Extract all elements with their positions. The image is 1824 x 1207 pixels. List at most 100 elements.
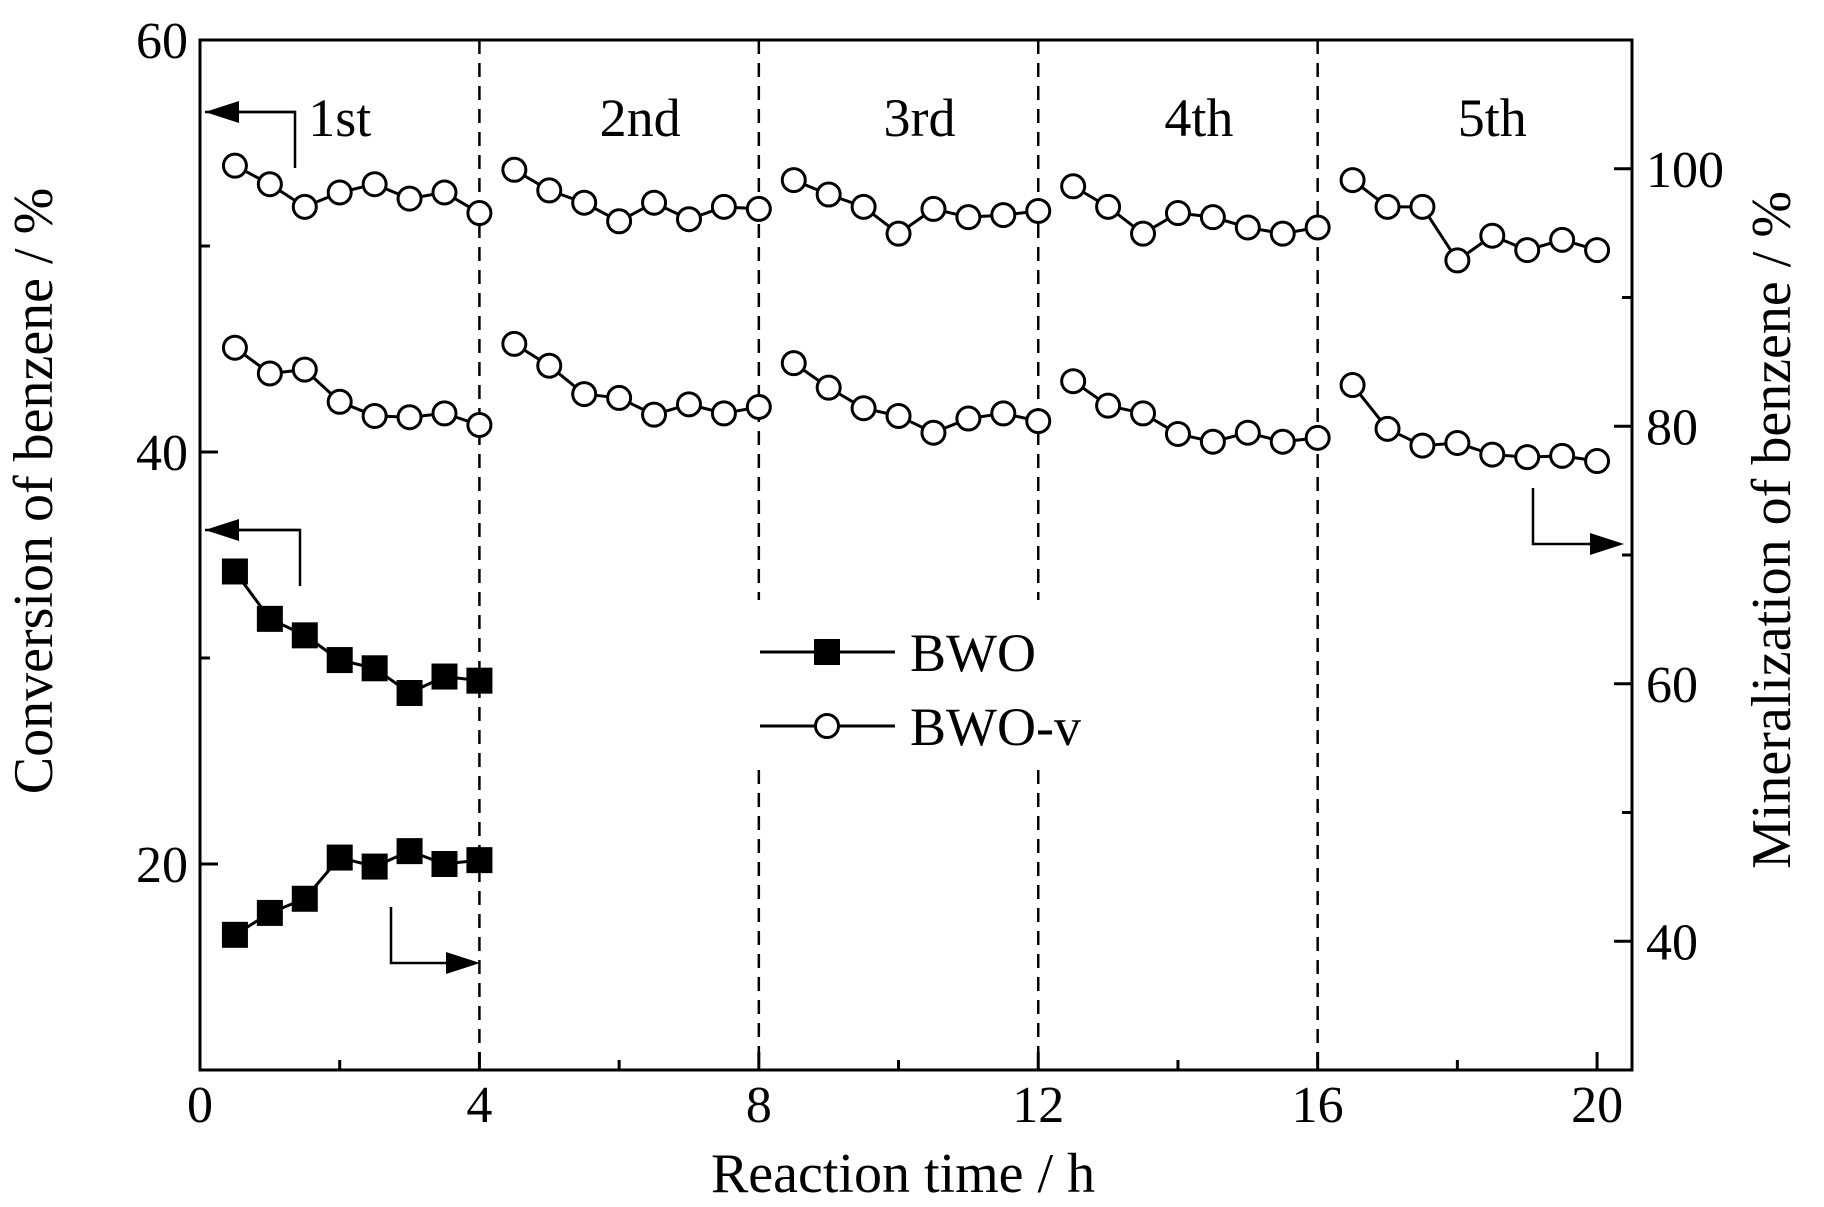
data-point [815,181,842,208]
data-point [990,400,1017,427]
series-layer [221,152,1611,948]
data-point [221,558,248,585]
data-point [1304,214,1331,241]
axis-arrow-right [1531,488,1624,555]
legend-label: BWO-v [910,697,1081,757]
legend-label: BWO [910,623,1036,683]
legend-marker [814,639,840,665]
data-point [710,400,737,427]
data-point [361,171,388,198]
data-point [1584,448,1611,475]
y-right-axis-title: Mineralization of benzene / % [1741,191,1803,869]
data-point [501,156,528,183]
data-point [326,844,353,871]
data-point [1164,200,1191,227]
data-point [466,847,493,874]
y-left-tick-label: 60 [136,13,188,70]
data-point [955,204,982,231]
data-point [1025,408,1052,435]
series-bwo-v-left [221,152,1611,274]
data-point [221,921,248,948]
data-point [221,334,248,361]
data-point [606,208,633,235]
data-point [361,853,388,880]
y-left-tick-label: 20 [136,837,188,894]
data-point [536,177,563,204]
data-point [1444,247,1471,274]
data-point [291,193,318,220]
data-point [780,350,807,377]
data-point [1584,237,1611,264]
arrow-head [1590,533,1624,555]
data-point [326,647,353,674]
data-point [396,185,423,212]
data-point [1514,444,1541,471]
data-point [1339,372,1366,399]
arrow-line [205,110,297,168]
data-point [1444,429,1471,456]
axis-arrow-left [205,519,302,586]
arrow-line [205,528,302,586]
data-point [1514,237,1541,264]
data-point [1199,204,1226,231]
y-left-axis-title: Conversion of benzene / % [3,188,65,794]
y-left-tick-label: 40 [136,425,188,482]
data-point [291,622,318,649]
data-point [361,655,388,682]
data-point [745,195,772,222]
data-point [256,605,283,632]
y-right-tick-label: 100 [1646,142,1724,199]
data-point [1339,167,1366,194]
data-point [1095,392,1122,419]
cycle-label: 1st [308,88,371,148]
data-point [256,171,283,198]
cycle-label: 3rd [884,88,956,148]
data-point [675,391,702,418]
x-tick-label: 4 [466,1077,492,1134]
legend-marker [814,713,840,739]
data-point [1374,193,1401,220]
data-point [1095,193,1122,220]
data-point [1374,415,1401,442]
data-point [571,381,598,408]
x-tick-label: 0 [187,1077,213,1134]
data-point [675,206,702,233]
data-point [291,885,318,912]
data-point [1549,442,1576,469]
data-point [1479,441,1506,468]
data-point [641,189,668,216]
data-point [431,400,458,427]
axis-arrows [205,101,1624,974]
data-point [885,402,912,429]
axis-arrow-left [205,101,297,168]
data-point [536,352,563,379]
data-point [815,374,842,401]
data-point [361,402,388,429]
axes: 0 4 8 12 16 20 20 40 60 40 60 80 100 [136,13,1724,1134]
data-point [955,405,982,432]
series-bwo-v-right [221,330,1611,475]
arrow-head [205,101,239,123]
x-tick-label: 20 [1571,1077,1623,1134]
data-point [326,388,353,415]
data-point [920,419,947,446]
data-point [641,401,668,428]
x-tick-label: 8 [746,1077,772,1134]
axis-arrow-right [389,907,480,974]
data-point [396,680,423,707]
data-point [1269,220,1296,247]
cycle-label: 5th [1458,88,1527,148]
arrow-head [205,519,239,541]
data-point [780,167,807,194]
plot-area: 1st 2nd 3rd 4th 5th [198,38,1634,1072]
series-bwo-left [221,558,493,707]
data-point [1234,419,1261,446]
data-point [291,356,318,383]
data-point [1025,197,1052,224]
data-point [501,330,528,357]
data-point [745,393,772,420]
legend-entry-bwo-v: BWO-v [760,697,1081,757]
data-point [1269,428,1296,455]
data-point [990,202,1017,229]
data-point [606,384,633,411]
